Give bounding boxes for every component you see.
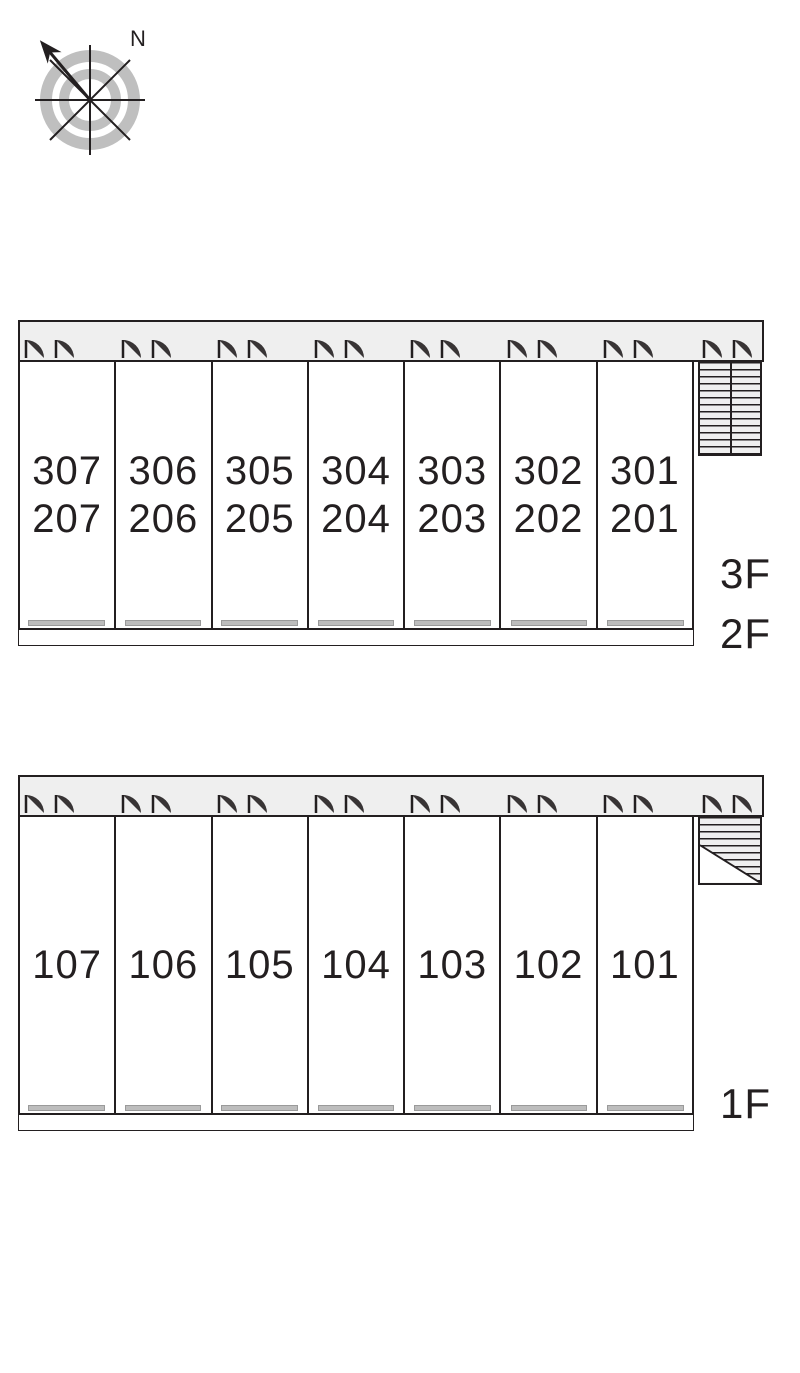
unit-number-1f: 107	[32, 941, 102, 989]
door-icon	[732, 336, 756, 360]
unit-number-3f: 302	[514, 447, 584, 495]
window-marker	[511, 1105, 588, 1111]
unit-number-2f: 201	[610, 495, 680, 543]
unit-number-2f: 207	[32, 495, 102, 543]
window-marker	[318, 620, 395, 626]
stairs-lower	[698, 815, 762, 885]
door-icon	[54, 791, 78, 815]
door-icon	[410, 336, 434, 360]
window-marker	[511, 620, 588, 626]
floor-tag-3f: 3F	[720, 550, 771, 598]
unit-number-3f: 303	[417, 447, 487, 495]
units-row-lower: 107 106 105 104 103 102 101	[18, 815, 694, 1115]
unit-number-1f: 105	[225, 941, 295, 989]
unit-cell: 103	[405, 815, 501, 1115]
unit-cell: 101	[598, 815, 694, 1115]
unit-number-3f: 304	[321, 447, 391, 495]
door-icon	[603, 791, 627, 815]
unit-number-2f: 202	[514, 495, 584, 543]
floor-tag-2f: 2F	[720, 610, 771, 658]
unit-cell: 102	[501, 815, 597, 1115]
window-marker	[28, 620, 105, 626]
window-marker	[28, 1105, 105, 1111]
unit-cell: 302 202	[501, 360, 597, 630]
door-icon	[121, 336, 145, 360]
unit-number-1f: 103	[417, 941, 487, 989]
floor-tag-1f: 1F	[720, 1080, 771, 1128]
door-icon	[633, 791, 657, 815]
door-icon	[54, 336, 78, 360]
door-icon	[440, 791, 464, 815]
unit-number-1f: 101	[610, 941, 680, 989]
door-icon	[247, 791, 271, 815]
unit-cell: 106	[116, 815, 212, 1115]
door-icon	[603, 336, 627, 360]
unit-number-3f: 301	[610, 447, 680, 495]
balcony-ledge-upper	[18, 630, 694, 646]
door-icon	[507, 791, 531, 815]
door-icon	[440, 336, 464, 360]
unit-cell: 306 206	[116, 360, 212, 630]
unit-number-3f: 307	[32, 447, 102, 495]
unit-number-2f: 203	[417, 495, 487, 543]
window-marker	[125, 1105, 202, 1111]
unit-number-2f: 205	[225, 495, 295, 543]
unit-cell: 105	[213, 815, 309, 1115]
unit-cell: 304 204	[309, 360, 405, 630]
unit-number-2f: 206	[129, 495, 199, 543]
unit-cell: 303 203	[405, 360, 501, 630]
window-marker	[125, 620, 202, 626]
door-icon	[507, 336, 531, 360]
door-icon	[537, 336, 561, 360]
unit-number-3f: 306	[129, 447, 199, 495]
window-marker	[607, 1105, 684, 1111]
units-row-upper: 307 207306 206305 205304 204303 203302 2…	[18, 360, 694, 630]
unit-number-1f: 106	[129, 941, 199, 989]
door-icon	[217, 791, 241, 815]
door-icon	[24, 336, 48, 360]
unit-number-1f: 102	[514, 941, 584, 989]
balcony-ledge-lower	[18, 1115, 694, 1131]
door-icon	[217, 336, 241, 360]
unit-number-2f: 204	[321, 495, 391, 543]
door-icon	[344, 791, 368, 815]
window-marker	[221, 1105, 298, 1111]
door-icon	[151, 791, 175, 815]
door-icon	[121, 791, 145, 815]
window-marker	[607, 620, 684, 626]
stairs-upper	[698, 360, 762, 456]
compass-north-label: N	[130, 26, 146, 51]
window-marker	[414, 620, 491, 626]
window-marker	[221, 620, 298, 626]
door-icon	[410, 791, 434, 815]
door-icon	[314, 336, 338, 360]
door-icon	[247, 336, 271, 360]
unit-cell: 305 205	[213, 360, 309, 630]
unit-cell: 301 201	[598, 360, 694, 630]
door-icon	[314, 791, 338, 815]
door-icon	[702, 791, 726, 815]
door-icon	[344, 336, 368, 360]
unit-number-3f: 305	[225, 447, 295, 495]
unit-number-1f: 104	[321, 941, 391, 989]
window-marker	[414, 1105, 491, 1111]
door-icon	[537, 791, 561, 815]
door-icon	[24, 791, 48, 815]
unit-cell: 307 207	[18, 360, 116, 630]
unit-cell: 107	[18, 815, 116, 1115]
door-icon	[633, 336, 657, 360]
door-icon	[151, 336, 175, 360]
door-icon	[732, 791, 756, 815]
compass-icon: N	[20, 20, 160, 160]
unit-cell: 104	[309, 815, 405, 1115]
door-icon	[702, 336, 726, 360]
window-marker	[318, 1105, 395, 1111]
